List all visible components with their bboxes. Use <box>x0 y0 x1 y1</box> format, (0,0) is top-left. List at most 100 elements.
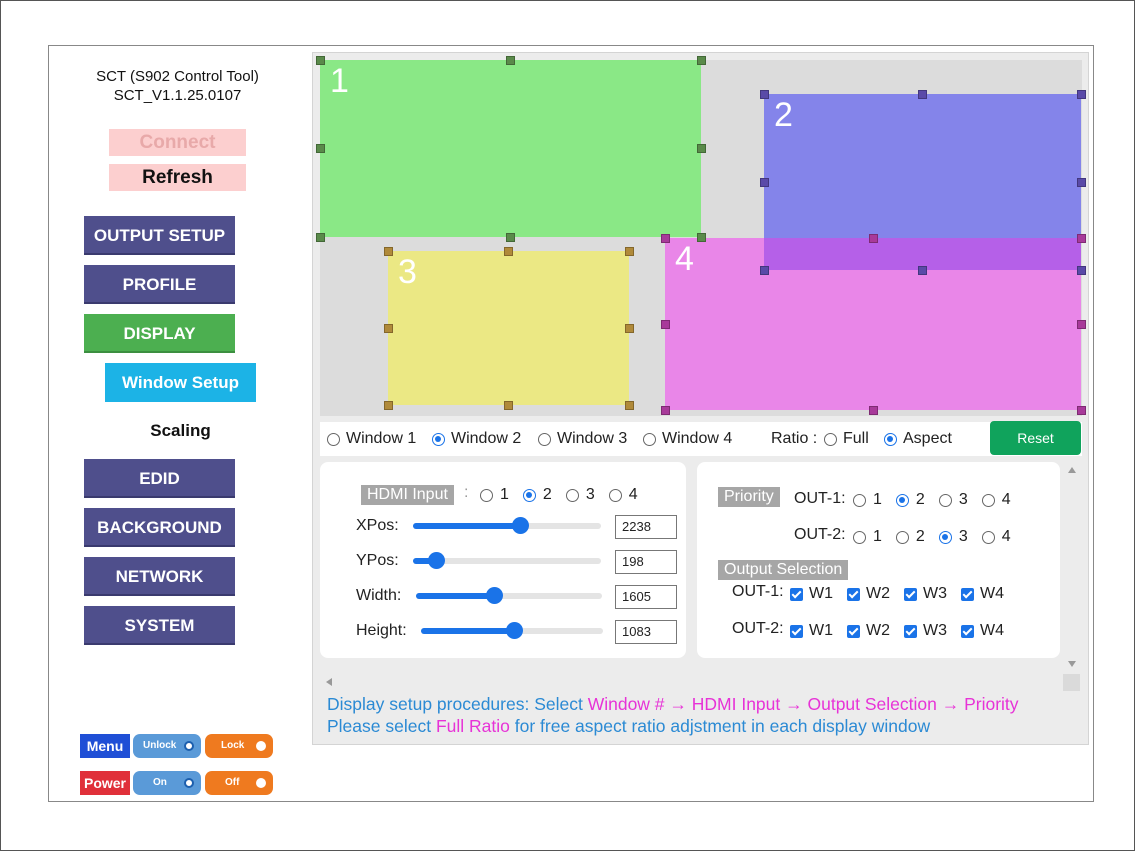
resize-handle-icon[interactable] <box>1076 265 1086 275</box>
resize-handle-icon[interactable] <box>868 233 878 243</box>
window-1-radio[interactable]: Window 1 <box>327 430 416 448</box>
resize-handle-icon[interactable] <box>660 319 670 329</box>
priority-option-label: 4 <box>1001 528 1011 545</box>
nav-output-setup[interactable]: OUTPUT SETUP <box>84 216 235 255</box>
priority-out1-option-1[interactable]: 1 <box>853 491 882 509</box>
height-slider[interactable] <box>421 622 603 639</box>
window-1-box[interactable]: 1 <box>320 60 701 237</box>
resize-handle-icon[interactable] <box>1076 319 1086 329</box>
out2-w4-checkbox[interactable]: W4 <box>961 622 1004 640</box>
resize-handle-icon[interactable] <box>624 246 634 256</box>
resize-handle-icon[interactable] <box>868 405 878 415</box>
scroll-left-arrow-icon[interactable] <box>326 678 332 686</box>
width-slider[interactable] <box>416 587 602 604</box>
resize-handle-icon[interactable] <box>660 405 670 415</box>
height-input[interactable]: 1083 <box>615 620 677 644</box>
resize-handle-icon[interactable] <box>759 177 769 187</box>
resize-handle-icon[interactable] <box>383 400 393 410</box>
resize-handle-icon[interactable] <box>624 400 634 410</box>
xpos-slider-thumb[interactable] <box>512 517 530 534</box>
resize-handle-icon[interactable] <box>918 265 927 275</box>
priority-out2-option-1[interactable]: 1 <box>853 528 882 546</box>
out2-w3-checkbox[interactable]: W3 <box>904 622 947 640</box>
resize-handle-icon[interactable] <box>1076 177 1086 187</box>
resize-handle-icon[interactable] <box>759 265 769 275</box>
resize-handle-icon[interactable] <box>383 246 393 256</box>
nav-display[interactable]: DISPLAY <box>84 314 235 353</box>
toggle-knob-icon <box>256 741 266 751</box>
refresh-button[interactable]: Refresh <box>109 164 246 191</box>
ypos-slider-thumb[interactable] <box>427 552 445 569</box>
radio-icon <box>565 488 579 502</box>
nav-network[interactable]: NETWORK <box>84 557 235 596</box>
xpos-input[interactable]: 2238 <box>615 515 677 539</box>
resize-handle-icon[interactable] <box>1076 233 1086 243</box>
resize-handle-icon[interactable] <box>918 89 927 99</box>
priority-out1-option-2[interactable]: 2 <box>895 491 925 509</box>
nav-profile[interactable]: PROFILE <box>84 265 235 304</box>
hdmi-option-3[interactable]: 3 <box>565 486 595 504</box>
resize-handle-icon[interactable] <box>315 55 325 65</box>
nav-background[interactable]: BACKGROUND <box>84 508 235 547</box>
ratio-full-radio[interactable]: Full <box>824 430 869 448</box>
resize-handle-icon[interactable] <box>504 246 513 256</box>
priority-out1-option-4[interactable]: 4 <box>981 491 1011 509</box>
window-2-radio[interactable]: Window 2 <box>432 430 521 448</box>
scroll-up-arrow-icon[interactable] <box>1068 467 1076 473</box>
connect-button[interactable]: Connect <box>109 129 246 156</box>
out1-w4-checkbox[interactable]: W4 <box>961 585 1004 603</box>
hdmi-option-1[interactable]: 1 <box>480 486 509 504</box>
hdmi-option-label: 3 <box>585 486 595 503</box>
window-3-option: Window 3 <box>557 430 628 447</box>
resize-handle-icon[interactable] <box>383 323 393 333</box>
resize-handle-icon[interactable] <box>696 55 706 65</box>
out2-w2-checkbox[interactable]: W2 <box>847 622 890 640</box>
nav-system[interactable]: SYSTEM <box>84 606 235 645</box>
out1-w3-checkbox[interactable]: W3 <box>904 585 947 603</box>
scroll-down-arrow-icon[interactable] <box>1068 661 1076 667</box>
radio-selected-icon <box>884 432 897 446</box>
unlock-toggle[interactable]: Unlock <box>133 734 201 758</box>
priority-out1-option-3[interactable]: 3 <box>938 491 968 509</box>
window-3-box[interactable]: 3 <box>388 251 629 405</box>
priority-out2-option-3[interactable]: 3 <box>938 528 968 546</box>
resize-handle-icon[interactable] <box>696 144 706 153</box>
nav-scaling[interactable]: Scaling <box>150 421 211 440</box>
out2-w1-checkbox[interactable]: W1 <box>790 622 833 640</box>
ypos-input[interactable]: 198 <box>615 550 677 574</box>
width-slider-thumb[interactable] <box>486 587 504 604</box>
xpos-slider[interactable] <box>413 517 601 534</box>
resize-handle-icon[interactable] <box>759 89 769 99</box>
out1-w2-checkbox[interactable]: W2 <box>847 585 890 603</box>
window-4-option: Window 4 <box>662 430 733 447</box>
resize-handle-icon[interactable] <box>1076 89 1086 99</box>
lock-toggle[interactable]: Lock <box>205 734 273 758</box>
window-3-radio[interactable]: Window 3 <box>538 430 627 448</box>
hdmi-option-2[interactable]: 2 <box>522 486 552 504</box>
resize-handle-icon[interactable] <box>624 323 634 333</box>
resize-handle-icon[interactable] <box>315 144 325 153</box>
nav-edid[interactable]: EDID <box>84 459 235 498</box>
ratio-aspect-radio[interactable]: Aspect <box>884 430 952 448</box>
reset-button[interactable]: Reset <box>990 421 1081 455</box>
out1-w1-checkbox[interactable]: W1 <box>790 585 833 603</box>
resize-handle-icon[interactable] <box>1076 405 1086 415</box>
resize-handle-icon[interactable] <box>696 232 706 242</box>
resize-handle-icon[interactable] <box>504 400 513 410</box>
height-slider-thumb[interactable] <box>505 622 523 639</box>
ypos-slider[interactable] <box>413 552 601 569</box>
nav-window-setup[interactable]: Window Setup <box>105 363 256 402</box>
power-off-toggle[interactable]: Off <box>205 771 273 795</box>
resize-handle-icon[interactable] <box>506 232 515 242</box>
priority-out2-option-4[interactable]: 4 <box>981 528 1011 546</box>
width-input[interactable]: 1605 <box>615 585 677 609</box>
resize-handle-icon[interactable] <box>506 55 515 65</box>
toggle-knob-icon <box>184 778 194 788</box>
resize-handle-icon[interactable] <box>660 233 670 243</box>
ratio-aspect-option: Aspect <box>903 430 952 447</box>
hdmi-option-4[interactable]: 4 <box>608 486 638 504</box>
priority-out2-option-2[interactable]: 2 <box>895 528 925 546</box>
window-4-radio[interactable]: Window 4 <box>643 430 732 448</box>
power-on-toggle[interactable]: On <box>133 771 201 795</box>
resize-handle-icon[interactable] <box>315 232 325 242</box>
